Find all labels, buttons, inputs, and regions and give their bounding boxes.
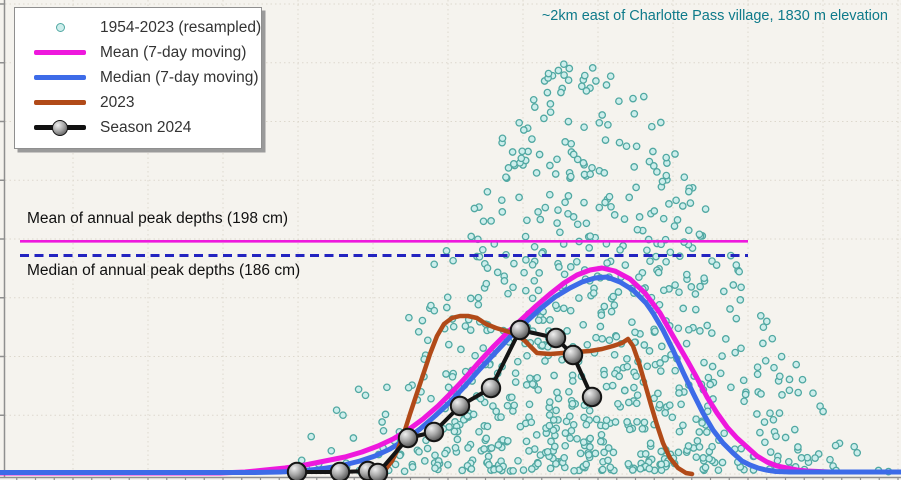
mean-line-swatch-icon [34,50,86,55]
season-2024-swatch-icon [34,120,86,136]
line-2023-swatch-icon [34,100,86,105]
series-mean-7-day-moving- [0,265,901,476]
legend-label-median: Median (7-day moving) [100,68,259,86]
scatter-marker-icon [55,23,65,32]
legend-item-2023: 2023 [15,90,261,115]
series-median-7-day-moving- [0,274,901,475]
legend-item-resampled: 1954-2023 (resampled) [15,15,261,40]
legend-item-mean: Mean (7-day moving) [15,40,261,65]
median-peak-annotation: Median of annual peak depths (186 cm) [27,262,301,279]
ball-marker-icon [52,120,68,136]
legend-item-median: Median (7-day moving) [15,65,261,90]
location-note: ~2km east of Charlotte Pass village, 183… [541,8,888,24]
legend-label-2023: 2023 [100,93,135,111]
legend-label-season-2024: Season 2024 [100,118,192,136]
legend-box: 1954-2023 (resampled) Mean (7-day moving… [14,7,262,149]
curves [0,265,901,477]
median-line-swatch-icon [34,75,86,80]
reference-lines [20,240,748,257]
series-season-2024 [286,319,603,480]
mean-peak-annotation: Mean of annual peak depths (198 cm) [27,210,289,227]
legend-item-season-2024: Season 2024 [15,115,261,140]
series-2023 [375,313,695,477]
legend-label-mean: Mean (7-day moving) [100,43,247,61]
legend-label-resampled: 1954-2023 (resampled) [100,18,262,36]
